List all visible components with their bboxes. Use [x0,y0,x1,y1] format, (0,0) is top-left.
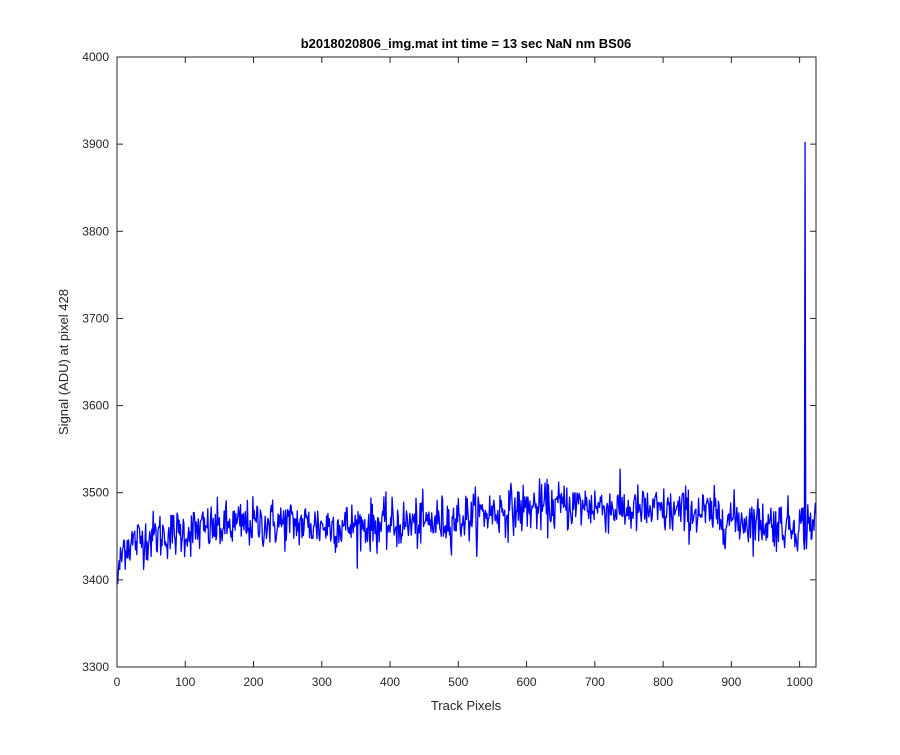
y-tick-label: 3900 [82,137,109,151]
series-line [117,141,817,585]
x-tick-label: 500 [448,675,468,689]
x-tick-label: 400 [380,675,400,689]
y-tick-label: 3800 [82,224,109,238]
x-tick-label: 1000 [786,675,813,689]
y-tick-label: 3700 [82,311,109,325]
series-layer [117,141,817,585]
x-tick-label: 200 [244,675,264,689]
x-tick-label: 700 [585,675,605,689]
x-tick-label: 900 [721,675,741,689]
x-tick-label: 800 [653,675,673,689]
y-axis-label: Signal (ADU) at pixel 428 [56,289,71,435]
x-tick-label: 600 [517,675,537,689]
y-tick-label: 3400 [82,573,109,587]
y-tick-label: 3300 [82,660,109,674]
x-tick-label: 0 [114,675,121,689]
chart-title: b2018020806_img.mat int time = 13 sec Na… [301,36,632,51]
y-tick-label: 3500 [82,486,109,500]
x-tick-label: 300 [312,675,332,689]
plot-area [117,57,816,667]
y-tick-label: 3600 [82,399,109,413]
plot-frame [116,56,817,668]
y-tick-label: 4000 [82,50,109,64]
axis-ticks: 0 100 200 300 400 500 600 700 800 900 1000 3300 3400… [82,50,816,689]
x-axis-label: Track Pixels [431,698,502,713]
x-tick-label: 100 [175,675,195,689]
